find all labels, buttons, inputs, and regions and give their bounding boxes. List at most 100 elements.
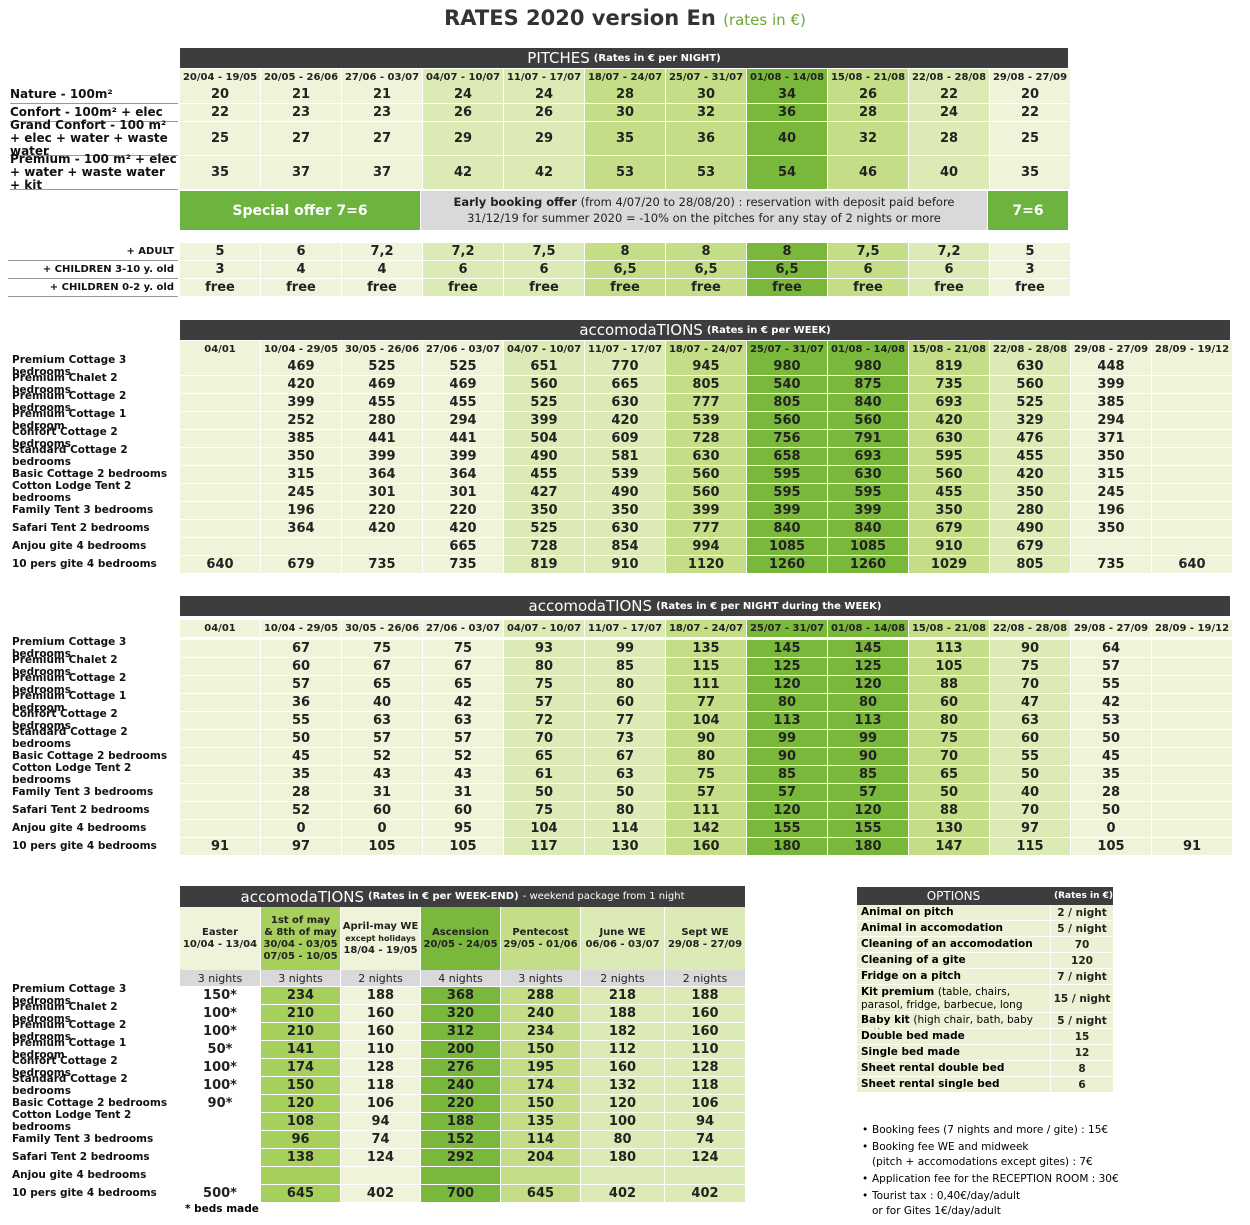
rate-cell <box>180 658 260 675</box>
rate-cell: 525 <box>504 394 584 411</box>
rate-cell: 27 <box>261 122 341 155</box>
rate-cell: 35 <box>990 156 1070 189</box>
rate-cell: 95 <box>423 820 503 837</box>
rate-cell: 130 <box>585 838 665 855</box>
rate-cell: 57 <box>423 730 503 747</box>
column-date: 27/06 - 03/07 <box>423 341 503 358</box>
option-label: Fridge on a pitch <box>857 969 1050 984</box>
column-line: 06/06 - 03/07 <box>585 938 660 950</box>
rate-cell <box>421 1167 500 1184</box>
rate-cell: 99 <box>747 730 827 747</box>
rate-cell: 210 <box>261 1023 340 1040</box>
person-rate: 8 <box>747 243 827 260</box>
rate-cell: 234 <box>261 987 340 1004</box>
rate-cell: 45 <box>1071 748 1151 765</box>
rate-cell: 115 <box>666 658 746 675</box>
rate-cell: 385 <box>261 430 341 447</box>
table-header: PITCHES (Rates in € per NIGHT) <box>180 48 1068 68</box>
option-value: 12 <box>1051 1045 1113 1060</box>
column-date: 25/07 - 31/07 <box>747 341 827 358</box>
person-rate: free <box>909 279 989 296</box>
rate-cell: 142 <box>666 820 746 837</box>
option-value: 5 / night <box>1051 921 1113 936</box>
rate-cell: 188 <box>665 987 745 1004</box>
row-label: Nature - 100m² <box>10 86 178 104</box>
rate-cell <box>1152 394 1232 411</box>
rate-cell: 301 <box>342 484 422 501</box>
column-line: 1st of may <box>270 914 331 926</box>
rate-cell: 28 <box>585 86 665 103</box>
rate-cell: 427 <box>504 484 584 501</box>
rate-cell: 399 <box>504 412 584 429</box>
option-label: Animal on pitch <box>857 905 1050 920</box>
column-date: 01/08 - 14/08 <box>828 341 908 358</box>
rate-cell: 75 <box>990 658 1070 675</box>
rate-cell: 1029 <box>909 556 989 573</box>
options-header: OPTIONS (Rates in €) <box>857 887 1113 905</box>
rate-cell: 35 <box>1071 766 1151 783</box>
rate-cell: 364 <box>423 466 503 483</box>
rate-cell: 210 <box>261 1005 340 1022</box>
rate-cell: 315 <box>261 466 341 483</box>
rate-cell <box>180 784 260 801</box>
column-date: 20/05 - 26/06 <box>261 69 341 86</box>
rate-cell <box>180 484 260 501</box>
rate-cell: 106 <box>341 1095 420 1112</box>
note-text: or for Gites 1€/day/adult <box>872 1205 1001 1217</box>
row-label: 10 pers gite 4 bedrooms <box>12 556 178 574</box>
person-rate: free <box>261 279 341 296</box>
rate-cell: 150 <box>501 1041 580 1058</box>
rate-cell: 67 <box>423 658 503 675</box>
rate-cell: 75 <box>504 676 584 693</box>
rate-cell: 735 <box>1071 556 1151 573</box>
rate-cell: 91 <box>1152 838 1232 855</box>
rate-cell: 120 <box>261 1095 340 1112</box>
column-date: 11/07 - 17/07 <box>585 620 665 637</box>
rate-cell: 135 <box>501 1113 580 1130</box>
rate-cell: 100 <box>581 1113 664 1130</box>
option-label: Double bed made <box>857 1029 1050 1044</box>
option-label: Kit premium (table, chairs, parasol, fri… <box>857 985 1050 1024</box>
note-line: • Tourist tax : 0,40€/day/adult <box>862 1190 1242 1205</box>
rate-cell: 67 <box>585 748 665 765</box>
rate-cell: 777 <box>666 394 746 411</box>
rate-cell <box>1152 520 1232 537</box>
column-date: 27/06 - 03/07 <box>423 620 503 637</box>
early-booking: Early booking offer (from 4/07/20 to 28/… <box>421 191 987 230</box>
rate-cell: 399 <box>747 502 827 519</box>
rate-cell: 24 <box>909 104 989 121</box>
rate-cell: 294 <box>423 412 503 429</box>
title-note: (rates in €) <box>723 11 806 29</box>
rate-cell: 560 <box>666 466 746 483</box>
column-date: 30/05 - 26/06 <box>342 341 422 358</box>
row-label: Premium Chalet 2 bedrooms <box>12 1002 178 1025</box>
rate-cell: 770 <box>585 358 665 375</box>
person-rate: 6 <box>261 243 341 260</box>
rate-cell: 22 <box>909 86 989 103</box>
rate-cell: 196 <box>261 502 341 519</box>
rate-cell: 99 <box>828 730 908 747</box>
rate-cell <box>1152 538 1232 555</box>
rate-cell: 150* <box>180 987 260 1004</box>
rate-cell: 120 <box>747 676 827 693</box>
row-label: Cotton Lodge Tent 2 bedrooms <box>12 763 178 786</box>
rate-cell: 455 <box>342 394 422 411</box>
rate-cell: 90 <box>666 730 746 747</box>
column-date: 18/07 - 24/07 <box>585 69 665 86</box>
rate-cell: 80 <box>585 676 665 693</box>
rate-cell: 240 <box>421 1077 500 1094</box>
rate-cell <box>180 376 260 393</box>
rate-cell: 350 <box>504 502 584 519</box>
rate-cell: 539 <box>666 412 746 429</box>
row-label: Basic Cottage 2 bedrooms <box>12 1095 178 1113</box>
rate-cell: 155 <box>747 820 827 837</box>
rate-cell: 60 <box>342 802 422 819</box>
rate-cell <box>1152 766 1232 783</box>
rate-cell: 28 <box>828 104 908 121</box>
rate-cell: 320 <box>421 1005 500 1022</box>
rate-cell: 67 <box>261 640 341 657</box>
header-note: (Rates in € per NIGHT during the WEEK) <box>656 600 882 612</box>
rate-cell: 110 <box>665 1041 745 1058</box>
rate-cell: 57 <box>342 730 422 747</box>
rate-cell: 560 <box>666 484 746 501</box>
